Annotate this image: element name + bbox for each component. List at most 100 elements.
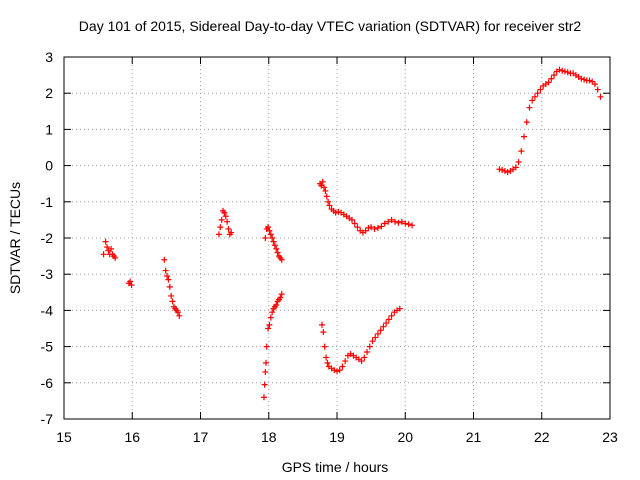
data-point [323,193,330,200]
data-point [349,216,356,223]
data-point [169,298,176,305]
data-point [537,86,544,93]
data-point [162,267,169,274]
y-tick-label: -6 [41,375,54,391]
data-point [496,166,503,173]
data-point [594,86,601,93]
data-point [378,223,385,230]
data-point [277,294,284,301]
data-point [323,354,330,361]
data-point [103,244,110,251]
data-point [128,282,135,289]
y-tick-label: -4 [41,302,54,318]
x-tick-label: 20 [397,429,413,445]
data-point [551,72,558,79]
data-point [273,245,280,252]
data-point [515,158,522,165]
data-point [108,245,115,252]
data-point [396,305,403,312]
data-point [262,235,269,241]
data-point [561,68,568,75]
data-point [398,218,405,225]
data-point [165,276,172,283]
data-point [215,231,222,238]
data-point [369,338,376,345]
data-point [545,79,552,86]
data-point [324,359,331,366]
data-point [499,166,506,173]
series-seg-18.8-upper [316,178,416,236]
data-point [265,325,272,332]
data-point [354,224,361,231]
data-point [380,323,387,330]
data-point [267,314,274,321]
series-seg-15.6 [100,238,119,261]
data-point [176,312,183,319]
data-point [388,216,395,223]
data-point [358,358,365,365]
data-point [274,249,281,256]
data-point [586,77,593,84]
data-point [267,231,274,238]
y-tick-label: 2 [45,85,53,101]
data-point [278,256,285,263]
data-point [405,221,412,228]
y-tick-label: -2 [41,230,54,246]
data-point [321,343,328,350]
data-point [591,81,598,88]
data-point [564,69,571,76]
data-point [266,227,273,234]
data-point [266,321,273,328]
data-point [372,334,379,341]
x-tick-label: 23 [602,429,618,445]
data-point [409,222,416,229]
data-point [270,238,277,245]
y-tick-label: -3 [41,266,54,282]
data-point [336,367,343,374]
data-point [322,187,329,194]
series-seg-21.5 [496,66,604,176]
data-point [332,209,339,216]
x-tick-label: 18 [261,429,277,445]
data-point [335,208,342,215]
series-seg-18.0-lower [260,291,285,401]
data-point [534,90,541,97]
x-tick-label: 19 [329,429,345,445]
series-seg-15.95 [125,278,135,289]
data-point [225,225,232,232]
series-seg-17.3 [215,207,235,238]
data-point [578,75,585,82]
data-point [174,309,181,316]
data-point [351,220,358,227]
y-tick-label: 1 [45,121,53,137]
data-point [581,76,588,83]
data-point [365,224,372,231]
data-point [161,256,168,263]
data-point [597,93,604,100]
axis-ticks [63,56,611,420]
data-point [228,229,235,236]
data-point [265,224,272,231]
series-seg-16.5 [161,256,183,319]
data-point [523,119,530,126]
data-point [342,358,349,365]
data-point [263,359,270,366]
data-point [512,164,519,171]
data-point [531,93,538,100]
data-point [364,349,371,356]
data-point [262,368,269,375]
data-point [371,225,378,232]
y-tick-label: -7 [41,411,54,427]
data-point [271,242,278,249]
data-point [166,283,173,290]
data-point [217,224,224,231]
data-point [326,202,333,209]
data-point [374,224,381,231]
data-point [504,169,511,176]
data-point [320,329,327,336]
data-point [221,209,228,216]
data-point [321,184,328,191]
y-tick-label: -1 [41,194,54,210]
data-point [377,327,384,334]
